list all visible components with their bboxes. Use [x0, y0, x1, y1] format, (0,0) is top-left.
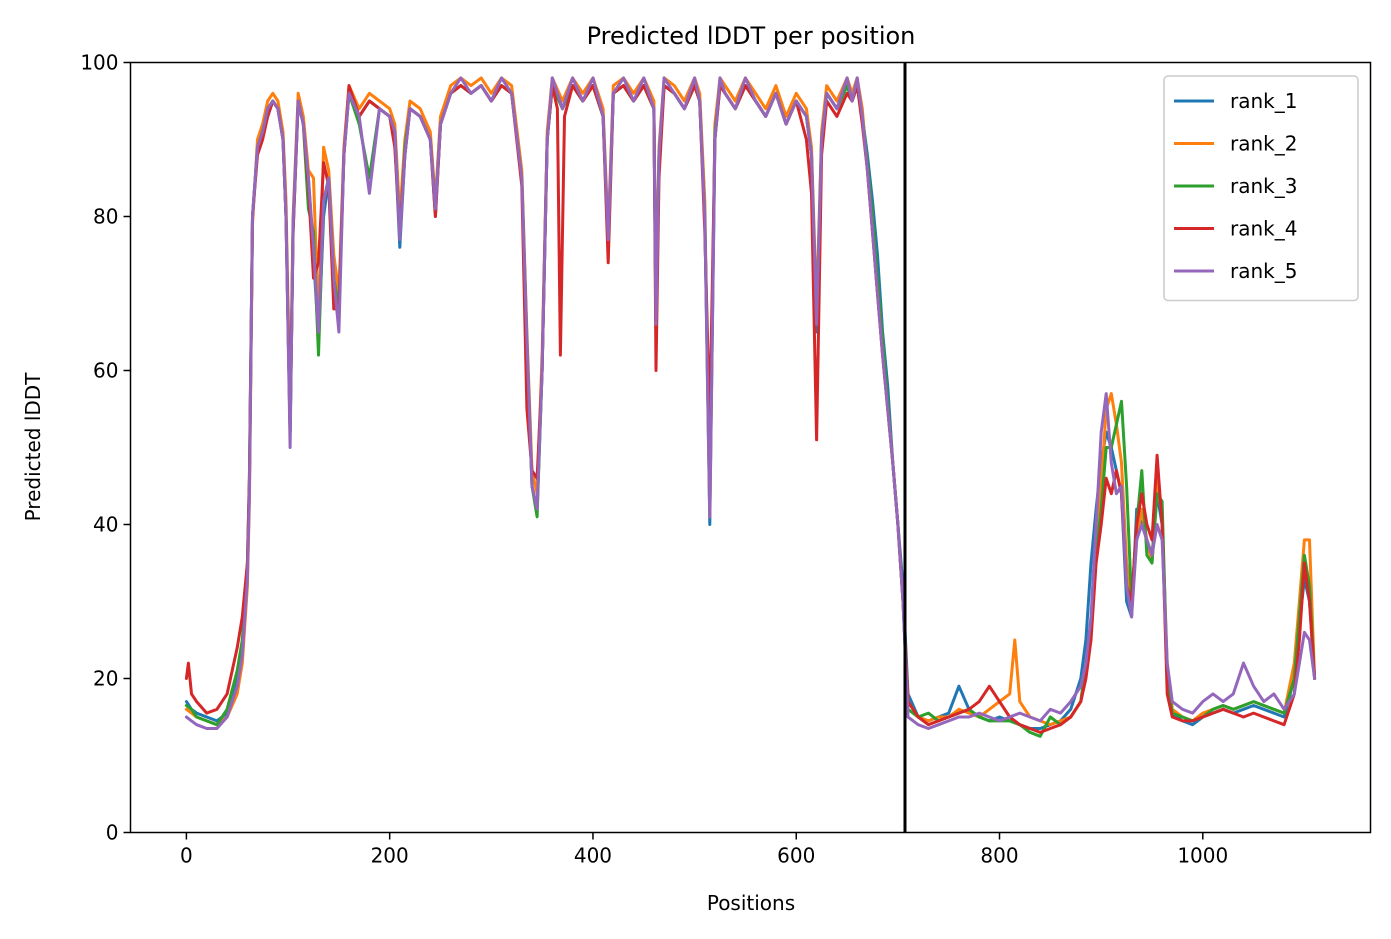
x-tick-label: 400: [574, 844, 612, 868]
x-tick-label: 200: [371, 844, 409, 868]
x-tick-label: 600: [777, 844, 815, 868]
legend-label: rank_4: [1230, 217, 1297, 241]
plot-area: [129, 61, 1372, 834]
plot-frame: [129, 61, 1372, 834]
x-axis-ticks: 0 200 400 600 800 1000: [180, 832, 1228, 868]
y-tick-label: 40: [93, 513, 118, 537]
y-tick-label: 20: [93, 667, 118, 691]
y-tick-label: 80: [93, 205, 118, 229]
y-axis-title: Predicted lDDT: [21, 372, 45, 522]
legend-label: rank_2: [1230, 132, 1297, 156]
legend: rank_1 rank_2 rank_3 rank_4 rank_5: [1163, 75, 1359, 302]
legend-label: rank_1: [1230, 89, 1297, 113]
y-tick-label: 60: [93, 359, 118, 383]
chart-title: Predicted lDDT per position: [587, 22, 916, 50]
legend-box: [1163, 75, 1359, 302]
x-tick-label: 800: [980, 844, 1018, 868]
x-axis-title: Positions: [707, 891, 795, 915]
x-tick-label: 1000: [1177, 844, 1228, 868]
legend-label: rank_5: [1230, 259, 1297, 283]
series-layer: [184, 76, 1317, 738]
y-tick-label: 100: [80, 51, 118, 75]
y-axis-ticks: 0 20 40 60 80 100: [80, 51, 131, 845]
y-tick-label: 0: [106, 821, 119, 845]
series-line-rank-5: [184, 76, 1317, 730]
legend-label: rank_3: [1230, 174, 1297, 198]
x-tick-label: 0: [180, 844, 193, 868]
